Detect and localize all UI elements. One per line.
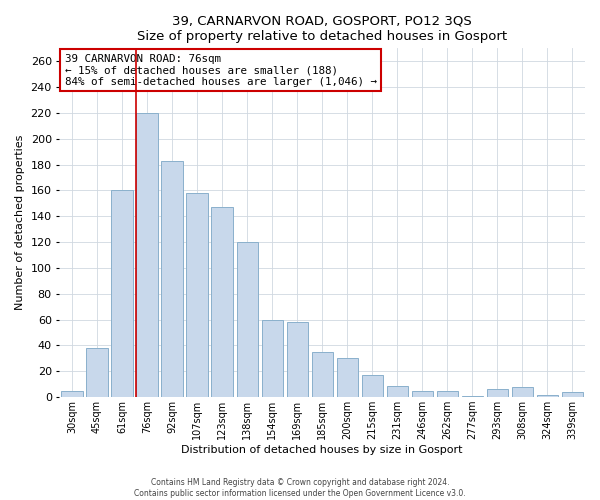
Title: 39, CARNARVON ROAD, GOSPORT, PO12 3QS
Size of property relative to detached hous: 39, CARNARVON ROAD, GOSPORT, PO12 3QS Si… bbox=[137, 15, 507, 43]
Bar bbox=[287, 322, 308, 397]
Bar bbox=[337, 358, 358, 397]
Bar bbox=[386, 386, 408, 397]
Bar bbox=[562, 392, 583, 397]
Bar bbox=[437, 390, 458, 397]
Bar bbox=[412, 390, 433, 397]
X-axis label: Distribution of detached houses by size in Gosport: Distribution of detached houses by size … bbox=[181, 445, 463, 455]
Text: 39 CARNARVON ROAD: 76sqm
← 15% of detached houses are smaller (188)
84% of semi-: 39 CARNARVON ROAD: 76sqm ← 15% of detach… bbox=[65, 54, 377, 87]
Text: Contains HM Land Registry data © Crown copyright and database right 2024.
Contai: Contains HM Land Registry data © Crown c… bbox=[134, 478, 466, 498]
Bar bbox=[211, 207, 233, 397]
Bar bbox=[512, 387, 533, 397]
Bar bbox=[462, 396, 483, 397]
Bar bbox=[362, 375, 383, 397]
Bar bbox=[161, 160, 182, 397]
Bar bbox=[112, 190, 133, 397]
Bar bbox=[236, 242, 258, 397]
Bar bbox=[61, 390, 83, 397]
Bar bbox=[487, 390, 508, 397]
Bar bbox=[187, 193, 208, 397]
Bar bbox=[311, 352, 333, 397]
Bar bbox=[86, 348, 107, 397]
Y-axis label: Number of detached properties: Number of detached properties bbox=[15, 135, 25, 310]
Bar bbox=[136, 113, 158, 397]
Bar bbox=[537, 394, 558, 397]
Bar bbox=[262, 320, 283, 397]
